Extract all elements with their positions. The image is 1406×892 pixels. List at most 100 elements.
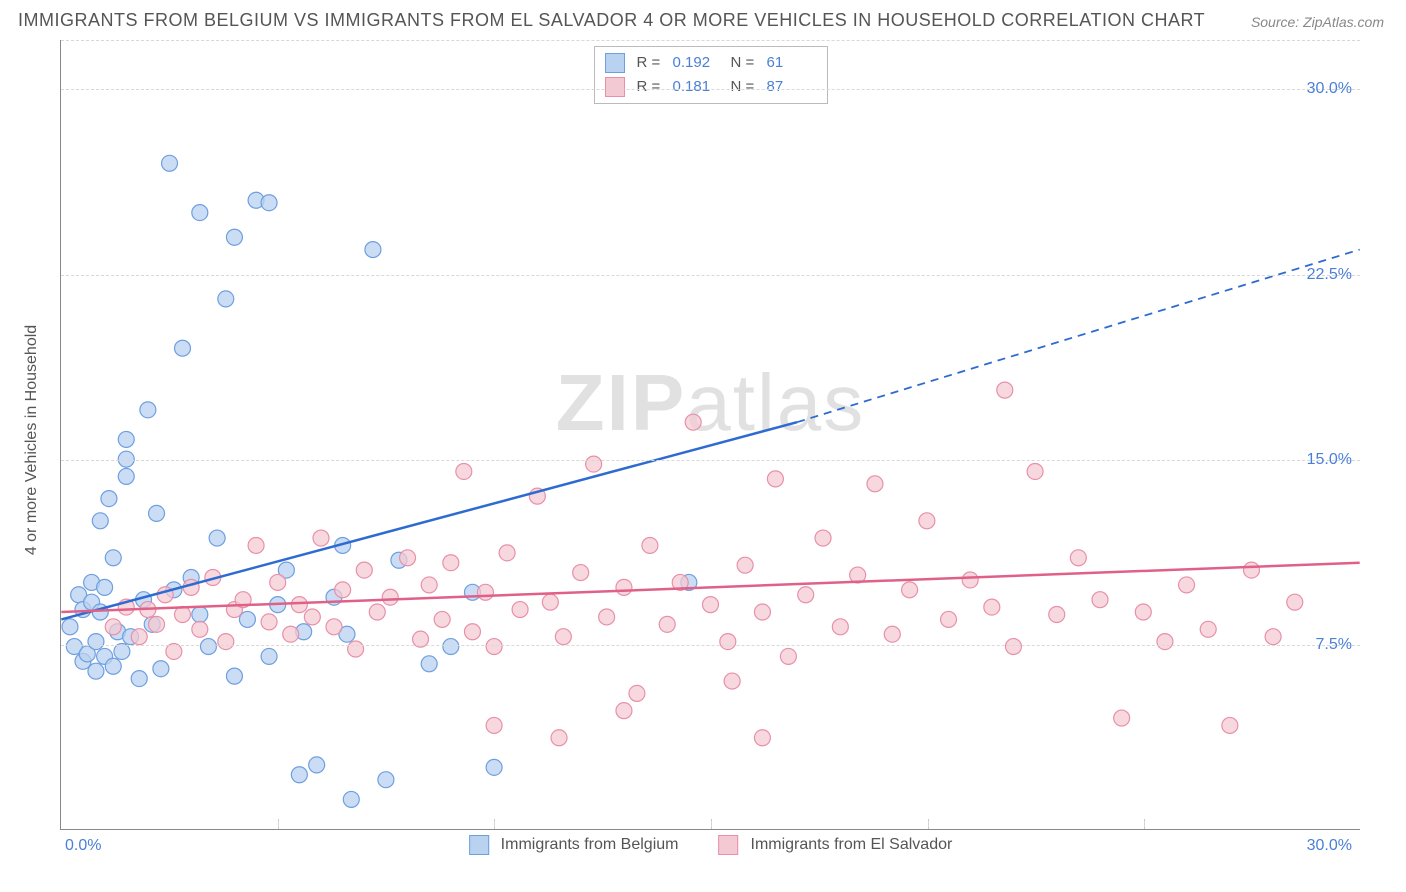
x-minor-tick (1144, 819, 1145, 829)
data-point (365, 242, 381, 258)
data-point (884, 626, 900, 642)
x-axis-max-label: 30.0% (1307, 837, 1352, 855)
data-point (486, 717, 502, 733)
data-point (919, 513, 935, 529)
data-point (1114, 710, 1130, 726)
swatch-elsalvador (718, 835, 738, 855)
legend-stats: R = 0.192 N = 61 R = 0.181 N = 87 (594, 46, 828, 104)
data-point (1157, 634, 1173, 650)
x-minor-tick (928, 819, 929, 829)
y-tick-label: 30.0% (1307, 80, 1352, 98)
data-point (815, 530, 831, 546)
data-point (261, 614, 277, 630)
data-point (512, 602, 528, 618)
swatch-belgium (469, 835, 489, 855)
data-point (192, 205, 208, 221)
data-point (92, 513, 108, 529)
data-point (153, 661, 169, 677)
data-point (118, 431, 134, 447)
data-point (105, 658, 121, 674)
data-point (867, 476, 883, 492)
data-point (754, 730, 770, 746)
data-point (720, 634, 736, 650)
data-point (88, 634, 104, 650)
n-label: N = (731, 75, 759, 99)
y-tick-label: 15.0% (1307, 451, 1352, 469)
legend-series: Immigrants from Belgium Immigrants from … (469, 835, 953, 855)
data-point (131, 629, 147, 645)
data-point (62, 619, 78, 635)
data-point (486, 759, 502, 775)
data-point (175, 340, 191, 356)
r-value-elsalvador: 0.181 (673, 75, 723, 99)
swatch-elsalvador (605, 77, 625, 97)
chart-container: 4 or more Vehicles in Household ZIPatlas… (50, 40, 1370, 840)
data-point (724, 673, 740, 689)
data-point (200, 639, 216, 655)
data-point (166, 643, 182, 659)
gridline-h (61, 645, 1360, 646)
data-point (499, 545, 515, 561)
data-point (105, 550, 121, 566)
data-point (1027, 463, 1043, 479)
data-point (162, 155, 178, 171)
legend-stats-row-0: R = 0.192 N = 61 (605, 51, 817, 75)
n-value-elsalvador: 87 (767, 75, 817, 99)
n-label: N = (731, 51, 759, 75)
scatter-svg (61, 40, 1360, 829)
swatch-belgium (605, 53, 625, 73)
data-point (1092, 592, 1108, 608)
data-point (486, 639, 502, 655)
data-point (1222, 717, 1238, 733)
data-point (356, 562, 372, 578)
data-point (118, 468, 134, 484)
data-point (175, 607, 191, 623)
data-point (1179, 577, 1195, 593)
data-point (343, 791, 359, 807)
x-minor-tick (278, 819, 279, 829)
data-point (737, 557, 753, 573)
gridline-h (61, 89, 1360, 90)
data-point (270, 574, 286, 590)
legend-label-elsalvador: Immigrants from El Salvador (750, 836, 952, 854)
data-point (149, 616, 165, 632)
data-point (984, 599, 1000, 615)
data-point (434, 611, 450, 627)
data-point (218, 634, 234, 650)
data-point (261, 648, 277, 664)
legend-label-belgium: Immigrants from Belgium (501, 836, 679, 854)
legend-stats-row-1: R = 0.181 N = 87 (605, 75, 817, 99)
data-point (97, 579, 113, 595)
data-point (218, 291, 234, 307)
data-point (326, 619, 342, 635)
data-point (140, 402, 156, 418)
data-point (1265, 629, 1281, 645)
data-point (443, 639, 459, 655)
data-point (192, 621, 208, 637)
y-tick-label: 7.5% (1316, 636, 1352, 654)
data-point (421, 577, 437, 593)
y-axis-label: 4 or more Vehicles in Household (23, 325, 41, 555)
data-point (114, 643, 130, 659)
data-point (283, 626, 299, 642)
gridline-h (61, 40, 1360, 41)
data-point (1200, 621, 1216, 637)
data-point (586, 456, 602, 472)
data-point (261, 195, 277, 211)
legend-item-belgium: Immigrants from Belgium (469, 835, 679, 855)
data-point (616, 579, 632, 595)
data-point (209, 530, 225, 546)
data-point (642, 537, 658, 553)
data-point (304, 609, 320, 625)
x-minor-tick (494, 819, 495, 829)
data-point (131, 671, 147, 687)
data-point (105, 619, 121, 635)
data-point (798, 587, 814, 603)
data-point (291, 597, 307, 613)
data-point (443, 555, 459, 571)
gridline-h (61, 275, 1360, 276)
gridline-h (61, 460, 1360, 461)
data-point (573, 565, 589, 581)
data-point (101, 491, 117, 507)
y-tick-label: 22.5% (1307, 266, 1352, 284)
